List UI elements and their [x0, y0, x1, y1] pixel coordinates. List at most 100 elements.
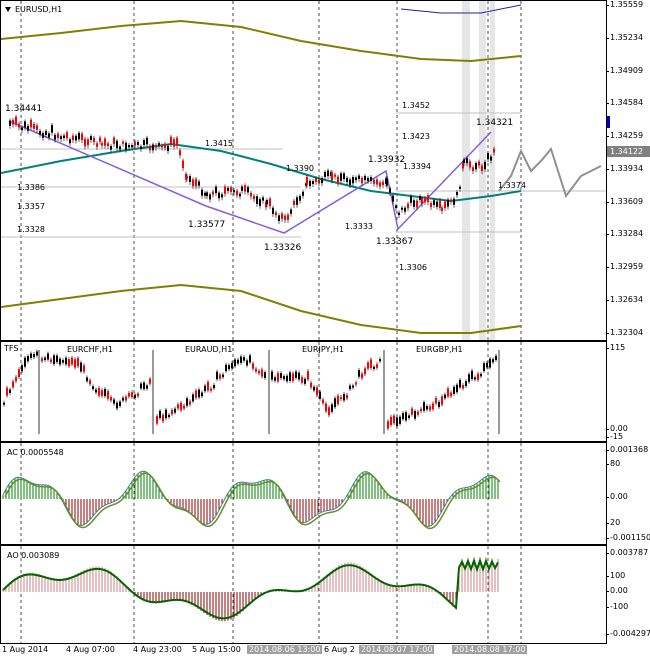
price-label: 1.3357: [17, 202, 45, 211]
candle: [436, 201, 438, 207]
candle: [373, 179, 375, 184]
tfs-bar: [174, 408, 176, 413]
price-label: 1.33367: [376, 237, 414, 247]
axis-tick: -100: [605, 602, 629, 611]
tfs-bar: [6, 387, 8, 396]
tfs-bar: [189, 401, 191, 405]
candle: [427, 195, 429, 202]
tfs-canvas[interactable]: [1, 342, 607, 442]
ac-canvas[interactable]: [1, 443, 607, 545]
ac-indicator-pane[interactable]: AC 0.0005548: [0, 442, 607, 545]
time-tick-highlight: 2014.08.07 17:00: [359, 645, 435, 654]
candle: [481, 165, 483, 172]
candle: [110, 146, 112, 150]
tfs-indicator-pane[interactable]: TFS EURCHF,H1 EURAUD,H1 EURJPY,H1 EURGBP…: [0, 341, 607, 442]
candle: [487, 153, 489, 160]
candle: [131, 145, 133, 148]
candle: [125, 142, 127, 150]
tfs-bar: [243, 357, 245, 361]
tfs-bar: [261, 369, 263, 377]
candle: [404, 207, 406, 212]
symbol-label: EURAUD,H1: [185, 345, 233, 354]
candle: [247, 187, 249, 193]
candle: [195, 178, 197, 187]
candle: [441, 207, 443, 211]
highlight-bar: [462, 1, 470, 340]
tfs-bar: [177, 404, 179, 409]
candle: [152, 144, 154, 151]
candle: [321, 178, 323, 184]
tfs-bar: [204, 385, 206, 392]
price-axis-tick: 1.32959: [605, 262, 644, 271]
candle: [416, 200, 418, 208]
tfs-bar: [471, 370, 473, 379]
tfs-bar: [298, 372, 300, 380]
candle: [119, 146, 121, 150]
candle: [116, 140, 118, 149]
candle: [256, 196, 258, 204]
candle: [349, 179, 351, 185]
tfs-bar: [9, 389, 11, 393]
candle: [182, 160, 184, 169]
main-chart-pane[interactable]: EURUSD,H1 1.34441 1.3386 1.3357 1.3328 1…: [0, 0, 607, 341]
axis-tick: 0.00: [606, 424, 628, 433]
candle: [69, 139, 71, 144]
candle: [96, 143, 98, 147]
tfs-bar: [447, 388, 449, 397]
tfs-bar: [68, 359, 70, 367]
candle: [430, 203, 432, 208]
candle: [204, 192, 206, 196]
tfs-bar: [346, 394, 348, 399]
tfs-bar: [159, 410, 161, 418]
tfs-bar: [128, 392, 130, 397]
candle: [113, 137, 115, 144]
candle: [107, 143, 109, 147]
main-chart-canvas[interactable]: [1, 1, 607, 341]
current-price-badge: 1.34122: [607, 146, 650, 157]
price-axis-tick: 1.33284: [605, 229, 644, 238]
tfs-bar: [86, 377, 88, 382]
candle: [212, 191, 214, 195]
price-axis-tick: 1.35559: [605, 0, 644, 9]
candle: [433, 200, 435, 205]
candle: [236, 190, 238, 196]
candle: [453, 198, 455, 205]
ao-indicator-pane[interactable]: AO 0.003089: [0, 545, 607, 644]
tfs-bar: [474, 377, 476, 380]
tfs-bar: [240, 356, 242, 363]
candle: [122, 141, 124, 144]
tfs-bar: [30, 353, 32, 358]
ac-axis[interactable]: 0.001368 80 0.00 20 -0.001150: [605, 442, 650, 545]
time-axis[interactable]: 1 Aug 2014 4 Aug 07:00 4 Aug 23:00 5 Aug…: [0, 644, 607, 660]
chart-menu-triangle-icon[interactable]: [5, 7, 11, 12]
candle: [90, 136, 92, 140]
tfs-bar: [107, 391, 109, 399]
tfs-axis[interactable]: 115 0.00 -15: [605, 341, 650, 442]
candle: [253, 195, 255, 200]
candle: [450, 199, 452, 202]
tfs-bar: [453, 386, 455, 394]
ao-canvas[interactable]: [1, 546, 607, 644]
candle: [143, 140, 145, 145]
price-label: 1.3386: [17, 183, 45, 192]
price-axis-tick: 1.32634: [605, 295, 644, 304]
candle: [75, 135, 77, 141]
candle: [493, 148, 495, 153]
candle: [352, 177, 354, 184]
candle: [259, 199, 261, 206]
candle: [140, 146, 142, 149]
tfs-bar: [56, 355, 58, 363]
ao-axis[interactable]: 0.003787 100 0.00 -100 -0.004297: [605, 545, 650, 644]
candle: [444, 201, 446, 209]
main-price-axis[interactable]: 1.35559 1.35234 1.34909 1.34584 1.34259 …: [605, 0, 650, 341]
candle: [54, 134, 56, 140]
candle: [355, 177, 357, 181]
tfs-bar: [47, 353, 49, 360]
candle: [472, 167, 474, 172]
candle: [475, 163, 477, 170]
tfs-bar: [283, 376, 285, 380]
tfs-bar: [140, 383, 142, 389]
main-chart-title: EURUSD,H1: [15, 5, 63, 14]
tfs-bar: [225, 364, 227, 372]
tfs-bar: [468, 374, 470, 383]
